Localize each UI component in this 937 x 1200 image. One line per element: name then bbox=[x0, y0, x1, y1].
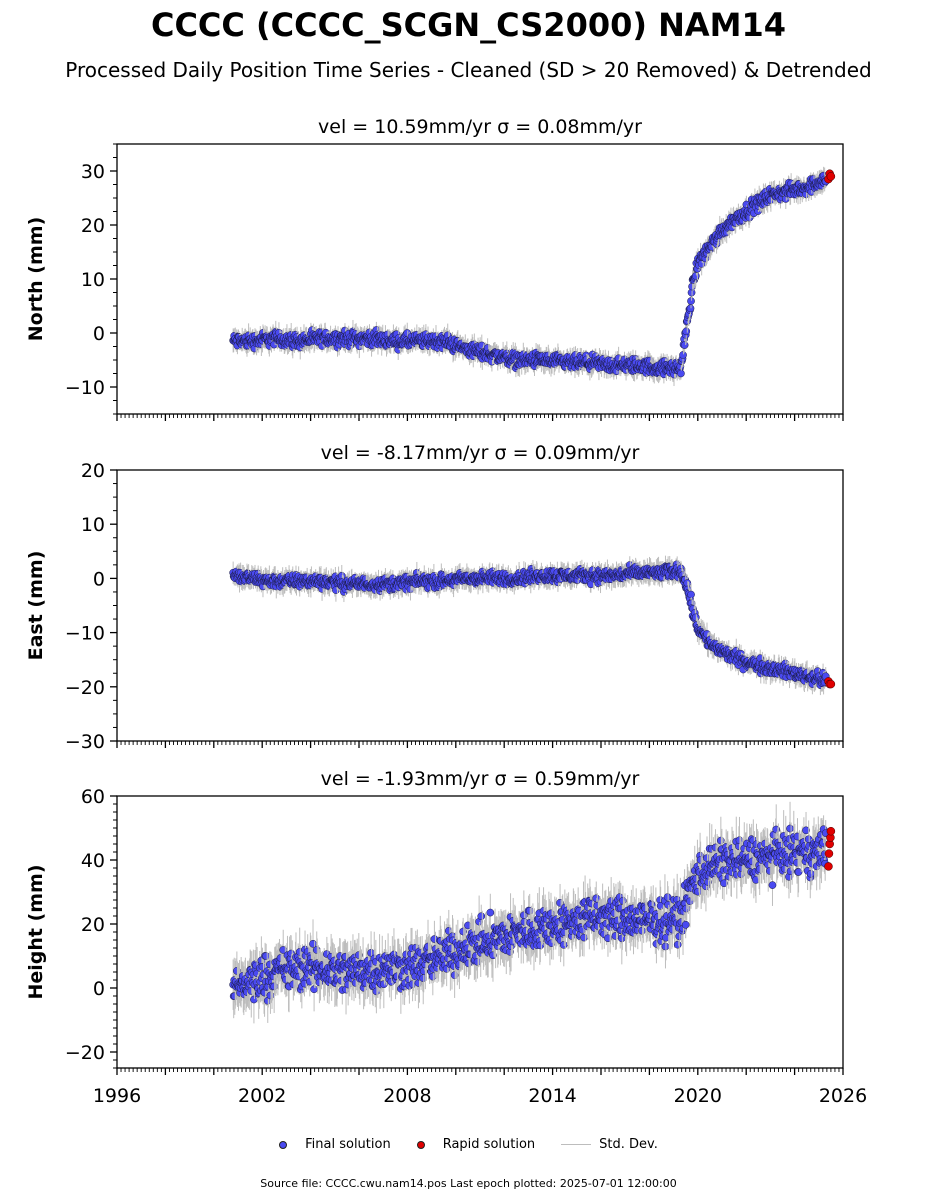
panel-title-2: vel = -1.93mm/yr σ = 0.59mm/yr bbox=[321, 768, 640, 790]
y-tick-label: 20 bbox=[81, 215, 105, 237]
final-solution-point bbox=[687, 297, 695, 305]
y-axis-label-2: Height (mm) bbox=[25, 864, 47, 999]
final-solution-point bbox=[679, 351, 687, 359]
plot-frame-0 bbox=[116, 143, 844, 415]
y-tick-label: 0 bbox=[93, 323, 105, 345]
final-solution-points-0 bbox=[229, 166, 830, 387]
final-solution-point bbox=[682, 327, 691, 336]
y-tick-label: 30 bbox=[81, 161, 105, 183]
final-solution-point bbox=[677, 369, 685, 378]
final-solution-points-2 bbox=[229, 801, 830, 1024]
plot-frame-1 bbox=[116, 469, 844, 742]
rapid-solution-point bbox=[826, 679, 836, 689]
y-tick-label: 10 bbox=[81, 514, 105, 536]
figure-title: CCCC (CCCC_SCGN_CS2000) NAM14 bbox=[150, 6, 787, 44]
y-tick-label: −20 bbox=[65, 677, 105, 699]
final-solution-point bbox=[686, 304, 695, 313]
y-axis-label-0: North (mm) bbox=[25, 217, 47, 342]
figure-subtitle: Processed Daily Position Time Series - C… bbox=[65, 58, 872, 82]
final-solution-point bbox=[683, 579, 692, 587]
y-tick-label: 20 bbox=[81, 460, 105, 482]
y-tick-label: −10 bbox=[65, 623, 105, 645]
y-tick-label: −30 bbox=[65, 731, 105, 753]
y-axis-label-1: East (mm) bbox=[25, 551, 47, 661]
final-solution-point bbox=[687, 590, 695, 599]
panel-title-1: vel = -8.17mm/yr σ = 0.09mm/yr bbox=[321, 442, 640, 464]
y-tick-label: 0 bbox=[93, 568, 105, 590]
final-solution-points-1 bbox=[229, 555, 830, 696]
y-tick-label: 10 bbox=[81, 269, 105, 291]
final-solution-point bbox=[691, 272, 700, 280]
final-solution-point bbox=[680, 341, 689, 349]
panel-title-0: vel = 10.59mm/yr σ = 0.08mm/yr bbox=[318, 116, 642, 138]
y-tick-label: −10 bbox=[65, 377, 105, 399]
rapid-solution-point bbox=[826, 172, 836, 181]
